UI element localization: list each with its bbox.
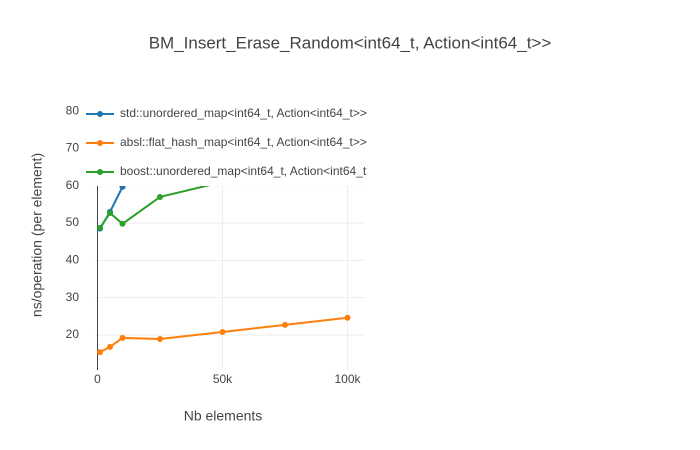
y-tick-label: 50: [66, 215, 80, 229]
data-point: [97, 224, 103, 231]
data-point: [219, 328, 226, 335]
y-tick-label: 30: [66, 290, 80, 304]
data-point: [107, 343, 113, 350]
data-point: [157, 193, 163, 200]
data-point: [220, 71, 226, 77]
data-point: [282, 321, 288, 328]
data-point: [97, 349, 103, 356]
y-tick-label: 80: [66, 103, 80, 117]
x-tick-label: 50k: [213, 372, 233, 386]
data-point: [344, 314, 351, 321]
legend-marker: [97, 169, 103, 175]
y-tick-label: 60: [66, 178, 80, 192]
y-axis-title: ns/operation (per element): [29, 153, 45, 317]
data-point: [157, 336, 163, 343]
x-tick-label: 100k: [334, 372, 361, 386]
legend-label: absl::flat_hash_map<int64_t, Action<int6…: [120, 135, 367, 149]
legend: std::unordered_map<int64_t, Action<int64…: [80, 100, 380, 186]
data-point: [119, 220, 126, 227]
legend-marker: [97, 111, 103, 117]
legend-background: [80, 100, 367, 186]
x-axis-title: Nb elements: [184, 408, 263, 424]
legend-marker: [97, 140, 103, 146]
y-tick-label: 70: [66, 141, 80, 155]
data-point: [119, 334, 126, 341]
plot-area: [97, 52, 351, 356]
y-tick-label: 40: [66, 253, 80, 267]
y-tick-label: 20: [66, 327, 80, 341]
legend-label: boost::unordered_map<int64_t, Action<int…: [120, 164, 380, 178]
chart-title: BM_Insert_Erase_Random<int64_t, Action<i…: [149, 33, 552, 52]
data-point: [107, 209, 113, 216]
legend-label: std::unordered_map<int64_t, Action<int64…: [120, 106, 367, 120]
data-point: [282, 52, 288, 58]
x-tick-label: 0: [94, 372, 101, 386]
